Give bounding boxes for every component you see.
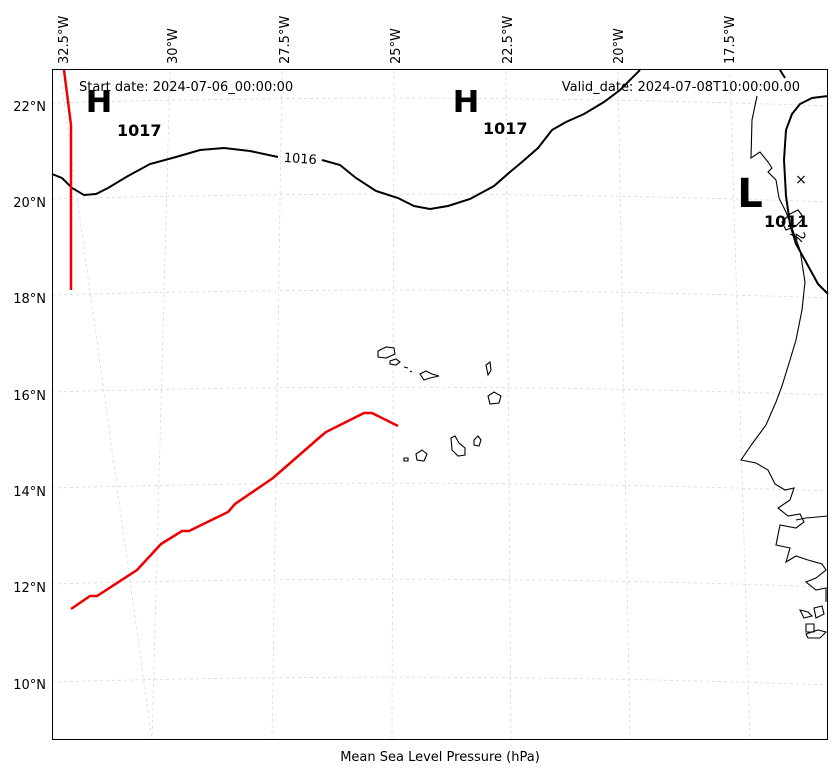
isobar-partial [782,95,829,295]
lon-label: 20°W [612,28,627,64]
boa-vista [487,391,502,405]
sal [485,360,492,377]
sao-vicente [389,358,401,366]
high-marker: H [86,82,113,120]
brava [403,457,409,462]
santo-antao [377,346,396,359]
santiago [450,435,466,457]
contour-label-partial: 2 [791,231,807,242]
storm-tracks [62,69,399,611]
longitude-labels: 32.5°W 30°W 27.5°W 25°W 22.5°W 20°W 17.5… [57,16,738,64]
lat-label: 12°N [13,581,46,596]
lon-label: 22.5°W [501,16,516,64]
maio [473,435,482,447]
lon-label: 30°W [166,28,181,64]
west-africa-coastline [740,95,827,602]
lon-label: 32.5°W [57,16,72,64]
santa-luzia [403,366,413,373]
lat-label: 16°N [13,389,46,404]
lat-label: 10°N [13,678,46,693]
lat-label: 20°N [13,196,46,211]
start-date-label: Start date: 2024-07-06_00:00:00 [79,80,293,95]
coastlines [740,95,829,639]
pressure-contours [51,69,829,295]
map-frame [52,69,828,740]
lat-label: 18°N [13,292,46,307]
track-north [62,69,73,290]
low-value: 1011 [764,212,809,231]
high-value: 1017 [483,119,528,138]
lon-label: 17.5°W [723,16,738,64]
sao-nicolau [419,370,440,381]
fogo [415,449,428,462]
isobar-short [779,69,786,79]
low-marker: L [737,171,763,217]
high-pressure-symbol: H 1017 [453,82,528,138]
track-south [70,411,399,611]
high-pressure-symbol: H 1017 [86,82,162,140]
cape-verde-islands [377,346,502,462]
low-pressure-symbol: L 1011 × [737,171,808,231]
lon-label: 27.5°W [278,16,293,64]
low-center-cross: × [795,172,807,188]
high-marker: H [453,82,480,120]
high-value: 1017 [117,121,162,140]
map-caption: Mean Sea Level Pressure (hPa) [340,750,540,765]
valid-date-label: Valid_date: 2024-07-08T10:00:00.00 [562,80,800,95]
graticule [51,69,829,741]
lon-label: 25°W [389,28,404,64]
contour-label-1016: 1016 [283,151,317,168]
lat-label: 14°N [13,485,46,500]
latitude-labels: 22°N 20°N 18°N 16°N 14°N 12°N 10°N [13,100,46,693]
lat-label: 22°N [13,100,46,115]
